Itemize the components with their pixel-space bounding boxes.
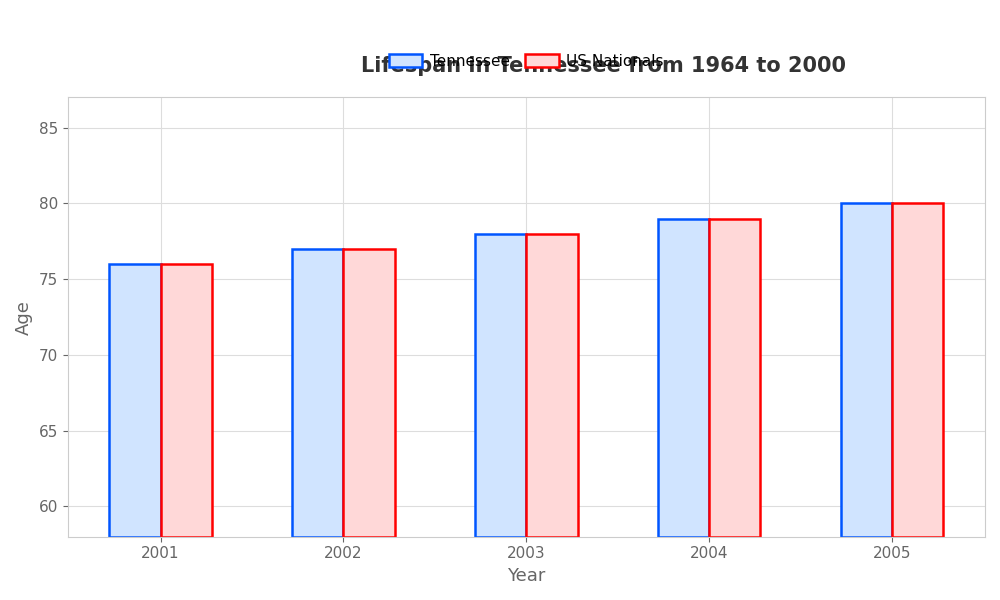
Y-axis label: Age: Age bbox=[15, 299, 33, 335]
Bar bbox=[709, 218, 760, 537]
Legend: Tennessee, US Nationals: Tennessee, US Nationals bbox=[383, 48, 670, 75]
Bar bbox=[526, 234, 578, 537]
Bar bbox=[109, 264, 161, 537]
Bar bbox=[343, 249, 395, 537]
Bar bbox=[841, 203, 892, 537]
X-axis label: Year: Year bbox=[507, 567, 546, 585]
Bar bbox=[892, 203, 943, 537]
Text: Lifespan in Tennessee from 1964 to 2000: Lifespan in Tennessee from 1964 to 2000 bbox=[361, 56, 846, 76]
Bar bbox=[161, 264, 212, 537]
Bar bbox=[292, 249, 343, 537]
Bar bbox=[658, 218, 709, 537]
Bar bbox=[475, 234, 526, 537]
